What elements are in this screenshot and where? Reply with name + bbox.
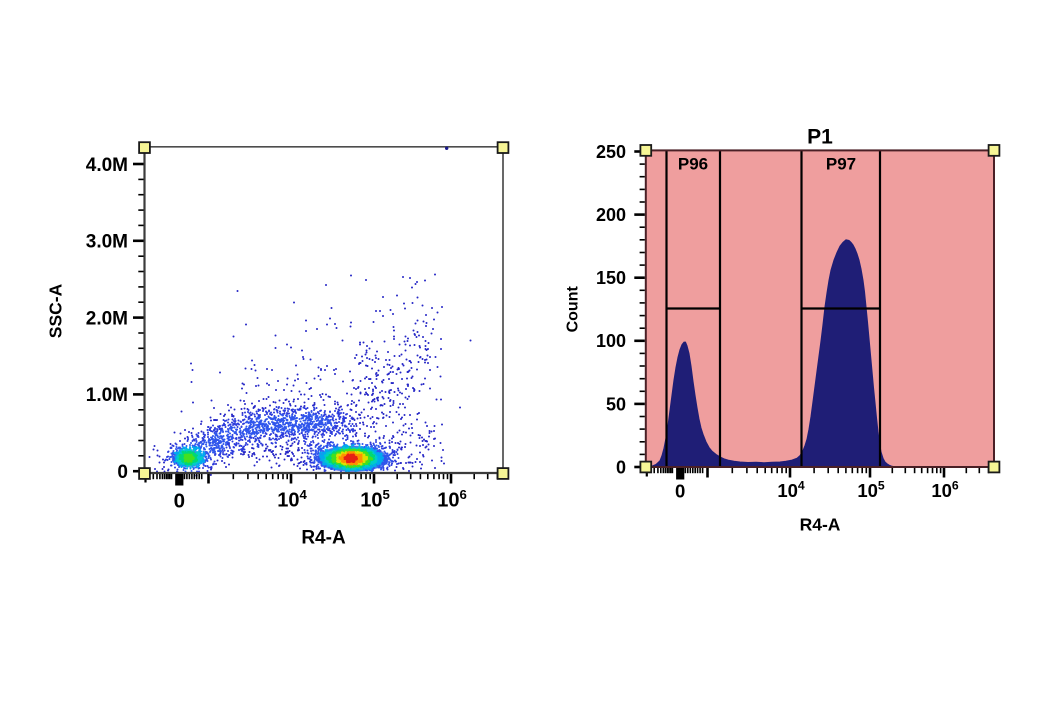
svg-text:Count: Count <box>565 286 582 333</box>
svg-text:0: 0 <box>675 481 685 502</box>
svg-text:SSC-A: SSC-A <box>46 283 66 338</box>
svg-text:0: 0 <box>174 490 185 513</box>
svg-text:250: 250 <box>596 142 626 162</box>
svg-text:2.0M: 2.0M <box>86 308 128 329</box>
svg-text:R4-A: R4-A <box>301 528 346 549</box>
svg-text:200: 200 <box>596 205 626 225</box>
svg-text:4.0M: 4.0M <box>86 155 128 176</box>
svg-text:P96: P96 <box>678 155 708 174</box>
svg-text:3.0M: 3.0M <box>86 232 128 253</box>
svg-text:R4-A: R4-A <box>800 515 841 535</box>
svg-text:P97: P97 <box>826 155 856 174</box>
svg-text:1.0M: 1.0M <box>86 385 128 406</box>
svg-text:150: 150 <box>596 268 626 288</box>
svg-text:0: 0 <box>117 462 128 483</box>
svg-text:50: 50 <box>606 394 626 414</box>
svg-text:100: 100 <box>596 331 626 351</box>
svg-text:P1: P1 <box>807 126 833 149</box>
svg-text:0: 0 <box>616 457 626 477</box>
